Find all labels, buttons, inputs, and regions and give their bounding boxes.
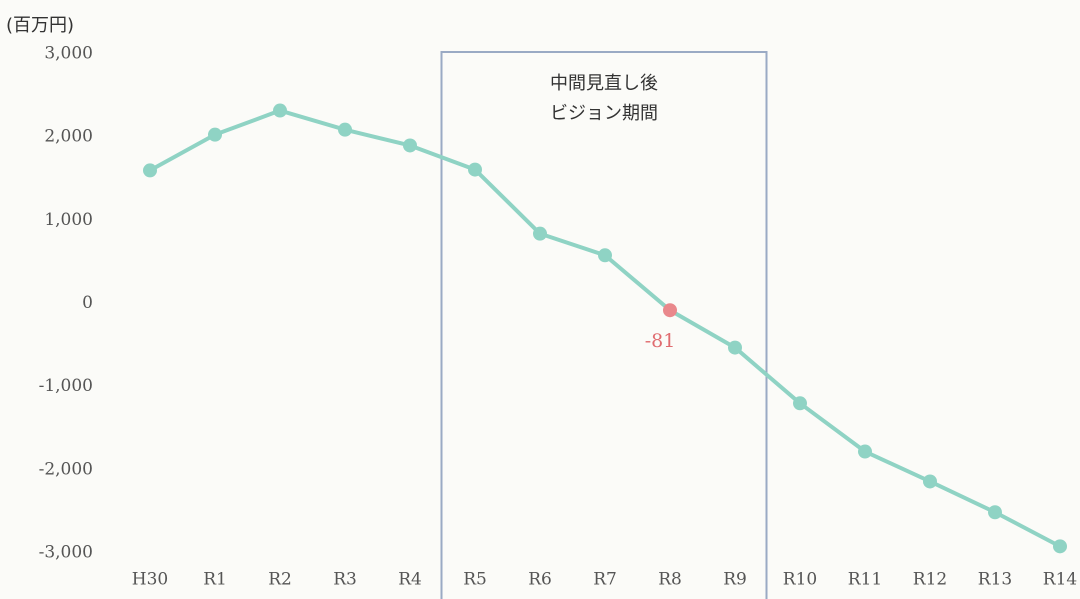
- x-tick-label: R12: [913, 570, 947, 590]
- x-tick-label: R10: [783, 570, 817, 590]
- y-tick-label: 2,000: [44, 127, 93, 147]
- marker: [403, 138, 417, 153]
- marker: [143, 163, 157, 178]
- marker: [793, 396, 807, 411]
- x-tick-label: R9: [723, 570, 747, 590]
- x-tick-label: R11: [848, 570, 882, 590]
- marker: [208, 127, 222, 142]
- highlight-box: [440, 51, 768, 599]
- marker: [728, 340, 742, 355]
- marker: [468, 162, 482, 177]
- marker: [858, 444, 872, 459]
- marker: [923, 474, 937, 489]
- x-tick-label: R4: [398, 570, 422, 590]
- highlight-label: 中間見直し後: [550, 73, 658, 94]
- x-tick-label: R2: [268, 570, 292, 590]
- x-tick-label: R6: [528, 570, 552, 590]
- marker: [338, 122, 352, 137]
- x-tick-label: R5: [463, 570, 487, 590]
- x-tick-label: H30: [132, 570, 168, 590]
- x-tick-label: R13: [978, 570, 1012, 590]
- marker: [533, 226, 547, 241]
- y-tick-label: 3,000: [44, 44, 93, 64]
- y-unit-label: (百万円): [6, 15, 74, 36]
- y-tick-label: 0: [82, 293, 93, 313]
- marker: [1053, 539, 1067, 554]
- marker: [988, 505, 1002, 520]
- x-tick-label: R3: [333, 570, 357, 590]
- y-tick-label: -2,000: [39, 459, 93, 479]
- value-label: -81: [645, 330, 676, 352]
- x-tick-label: R1: [203, 570, 227, 590]
- marker: [663, 303, 677, 318]
- x-tick-label: R14: [1043, 570, 1077, 590]
- y-tick-label: -1,000: [39, 376, 93, 396]
- x-tick-label: R7: [593, 570, 617, 590]
- x-tick-label: R8: [658, 570, 682, 590]
- y-tick-label: 1,000: [44, 210, 93, 230]
- marker: [273, 103, 287, 118]
- marker: [598, 248, 612, 263]
- y-tick-label: -3,000: [39, 543, 93, 563]
- highlight-label: ビジョン期間: [550, 103, 658, 124]
